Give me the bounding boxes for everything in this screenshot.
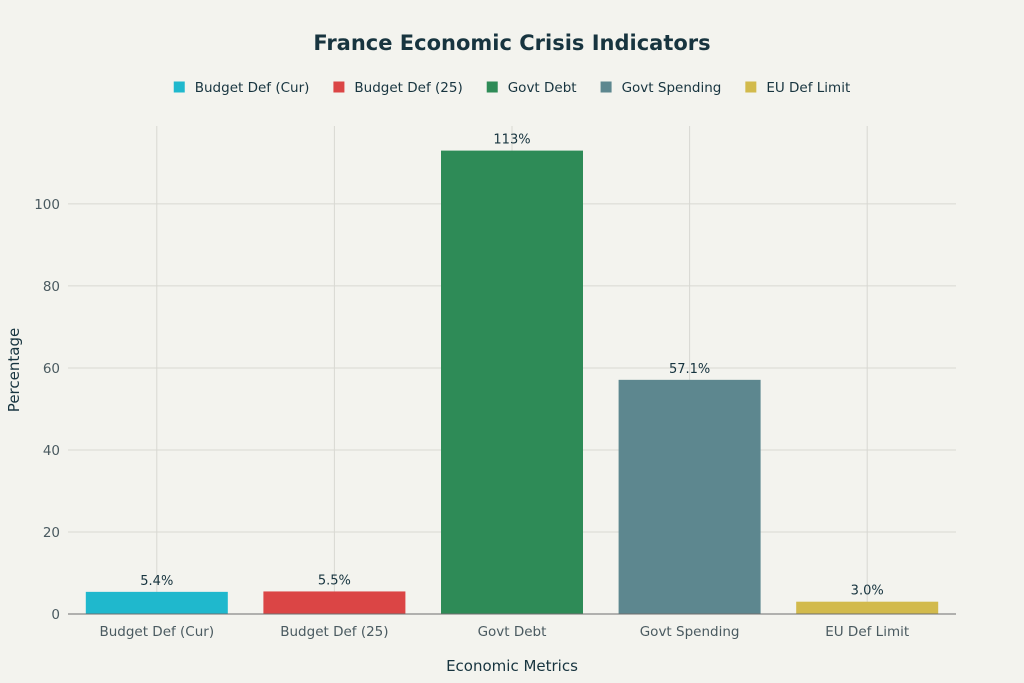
chart-title: France Economic Crisis Indicators xyxy=(313,31,710,55)
legend-swatch xyxy=(333,81,345,93)
y-tick-label: 80 xyxy=(43,279,60,295)
y-tick-label: 60 xyxy=(43,361,60,377)
legend-item: Budget Def (25) xyxy=(333,80,463,96)
y-tick-label: 40 xyxy=(43,443,60,459)
x-tick-label: Govt Debt xyxy=(478,624,547,640)
y-tick-label: 100 xyxy=(34,197,60,213)
bar xyxy=(85,591,228,614)
data-labels: 5.4% 5.5% 113% 57.1% 3.0% xyxy=(140,133,883,599)
legend-item: Govt Debt xyxy=(486,80,577,96)
y-tick-labels: 0 20 40 60 80 100 xyxy=(34,197,60,623)
x-tick-label: Govt Spending xyxy=(640,624,740,640)
legend-item: EU Def Limit xyxy=(745,80,850,96)
legend-label: Govt Spending xyxy=(622,80,722,96)
data-label: 57.1% xyxy=(669,362,710,377)
legend-swatch xyxy=(600,81,612,93)
x-tick-label: Budget Def (25) xyxy=(280,624,388,640)
x-tick-label: EU Def Limit xyxy=(825,624,909,640)
legend-item: Budget Def (Cur) xyxy=(173,80,310,96)
legend-swatch xyxy=(173,81,185,93)
legend-label: Budget Def (Cur) xyxy=(195,80,310,96)
data-label: 5.5% xyxy=(318,573,351,588)
legend-label: EU Def Limit xyxy=(766,80,850,96)
x-tick-labels: Budget Def (Cur) Budget Def (25) Govt Debt… xyxy=(99,624,909,640)
x-tick-label: Budget Def (Cur) xyxy=(99,624,214,640)
legend-label: Budget Def (25) xyxy=(354,80,462,96)
bars xyxy=(85,150,939,614)
legend-swatch xyxy=(745,81,757,93)
y-tick-label: 20 xyxy=(43,525,60,541)
x-axis-title: Economic Metrics xyxy=(446,657,578,675)
data-label: 3.0% xyxy=(851,584,884,599)
y-tick-label: 0 xyxy=(51,607,60,623)
legend-label: Govt Debt xyxy=(508,80,577,96)
bar xyxy=(618,379,761,614)
y-axis-title: Percentage xyxy=(5,328,23,412)
bar xyxy=(796,601,939,614)
legend: Budget Def (Cur) Budget Def (25) Govt Debt… xyxy=(173,80,850,96)
bar xyxy=(441,150,583,614)
data-label: 113% xyxy=(493,133,530,148)
legend-item: Govt Spending xyxy=(600,80,722,96)
data-label: 5.4% xyxy=(140,574,173,589)
legend-swatch xyxy=(486,81,498,93)
bar xyxy=(263,591,406,614)
